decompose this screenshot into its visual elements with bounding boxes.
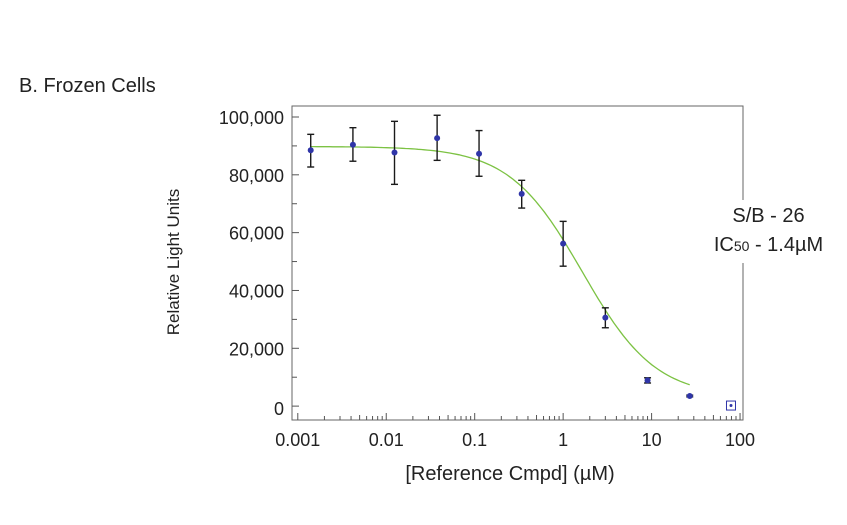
ic50-text: IC50 - 1.4µM <box>690 231 847 261</box>
plot-frame <box>291 105 744 421</box>
data-point <box>391 149 398 156</box>
data-point <box>686 393 693 400</box>
x-tick-label: 100 <box>725 430 755 450</box>
ic50-suffix: - 1.4µM <box>749 234 824 256</box>
data-point <box>476 150 483 157</box>
assay-annotation: S/B - 26 IC50 - 1.4µM <box>690 200 847 263</box>
data-point <box>560 240 567 247</box>
y-tick-label: 20,000 <box>229 339 284 359</box>
x-tick-label: 1 <box>558 430 568 450</box>
y-axis-label: Relative Light Units <box>164 189 183 335</box>
control-point-box <box>725 400 736 411</box>
control-point <box>729 404 733 408</box>
fit-curve <box>310 145 690 386</box>
data-point <box>644 377 651 384</box>
data-point <box>349 141 356 148</box>
x-tick-label: 0.001 <box>275 430 320 450</box>
y-tick-label: 0 <box>274 399 284 419</box>
y-tick-label: 80,000 <box>229 166 284 186</box>
ic50-subscript: 50 <box>733 238 750 254</box>
data-point <box>307 147 314 154</box>
x-tick-label: 10 <box>642 430 662 450</box>
data-point <box>434 135 441 142</box>
y-tick-label: 40,000 <box>229 281 284 301</box>
data-point <box>602 314 609 321</box>
y-tick-label: 60,000 <box>229 224 284 244</box>
y-tick-label: 100,000 <box>219 108 284 128</box>
x-axis-label: [Reference Cmpd] (µM) <box>405 463 614 485</box>
panel-label: B. Frozen Cells <box>19 75 156 97</box>
data-point <box>518 190 525 197</box>
x-tick-label: 0.1 <box>462 430 487 450</box>
x-tick-label: 0.01 <box>369 430 404 450</box>
ic50-prefix: IC <box>713 234 734 256</box>
signal-background-text: S/B - 26 <box>732 205 805 227</box>
